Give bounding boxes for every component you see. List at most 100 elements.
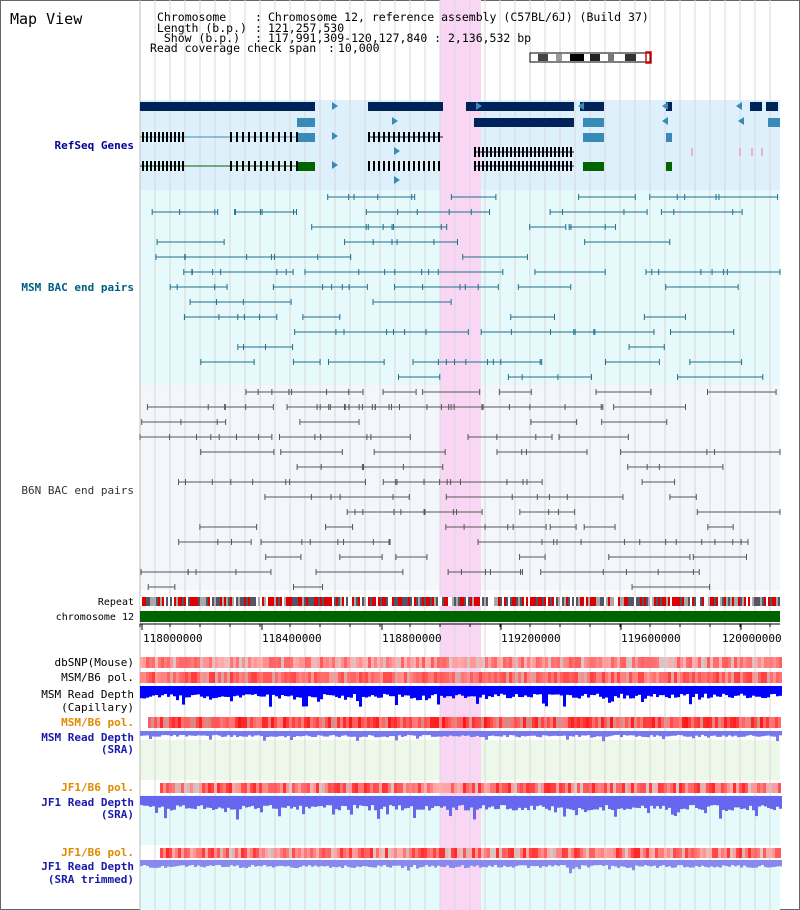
heat-cell: [238, 717, 241, 728]
heat-cell: [376, 717, 379, 728]
depth-bar: [677, 731, 680, 735]
depth-bar: [347, 731, 350, 737]
heat-cell: [451, 717, 454, 728]
heat-cell: [734, 657, 737, 668]
heat-cell: [535, 783, 538, 793]
repeat-segment: [726, 597, 728, 606]
depth-bar: [251, 686, 254, 695]
depth-bar: [764, 686, 767, 699]
depth-bar: [407, 686, 410, 696]
heat-cell: [401, 672, 404, 683]
heat-cell: [349, 783, 352, 793]
depth-bar: [698, 860, 701, 868]
depth-bar: [200, 860, 203, 867]
heat-cell: [337, 717, 340, 728]
depth-bar: [458, 686, 461, 695]
heat-cell: [742, 783, 745, 793]
depth-bar: [767, 686, 770, 698]
heat-cell: [560, 657, 563, 668]
depth-bar: [299, 860, 302, 867]
repeat-segment: [562, 597, 564, 606]
track-label-msm-bac[interactable]: MSM BAC end pairs: [21, 281, 134, 294]
depth-bar: [266, 796, 269, 806]
heat-cell: [415, 848, 418, 858]
heat-cell: [548, 672, 551, 683]
repeat-segment: [646, 597, 648, 606]
heat-cell: [301, 783, 304, 793]
heat-cell: [269, 672, 272, 683]
heat-cell: [337, 848, 340, 858]
gene-exon: [290, 132, 292, 142]
heat-cell: [593, 657, 596, 668]
repeat-segment: [424, 597, 426, 606]
heat-cell: [286, 717, 289, 728]
heat-cell: [298, 717, 301, 728]
depth-bar: [599, 796, 602, 808]
depth-bar: [689, 686, 692, 705]
heat-cell: [712, 717, 715, 728]
repeat-segment: [142, 597, 144, 606]
depth-bar: [755, 796, 758, 817]
heat-cell: [757, 783, 760, 793]
repeat-segment: [470, 597, 472, 606]
depth-bar: [578, 686, 581, 699]
heat-cell: [751, 848, 754, 858]
heat-cell: [428, 657, 431, 668]
heat-cell: [545, 672, 548, 683]
repeat-segment: [488, 597, 490, 606]
ideogram-band: [625, 54, 636, 61]
depth-bar: [680, 686, 683, 695]
heat-cell: [385, 717, 388, 728]
depth-bar: [326, 731, 329, 737]
heat-cell: [598, 848, 601, 858]
heat-cell: [295, 783, 298, 793]
heat-cell: [265, 783, 268, 793]
heat-cell: [326, 672, 329, 683]
gene-exon: [490, 161, 492, 171]
heat-cell: [427, 783, 430, 793]
depth-bar: [245, 731, 248, 737]
heat-cell: [652, 717, 655, 728]
depth-bar: [281, 860, 284, 867]
depth-bar: [692, 860, 695, 868]
heat-cell: [331, 783, 334, 793]
track-label-refseq-genes[interactable]: RefSeq Genes: [54, 139, 134, 152]
heat-cell: [761, 672, 764, 683]
depth-bar: [197, 860, 200, 866]
heat-cell: [478, 783, 481, 793]
heat-cell: [301, 717, 304, 728]
heat-cell: [722, 657, 725, 668]
gene-exon: [506, 161, 508, 171]
depth-bar: [536, 731, 539, 737]
depth-bar: [215, 731, 218, 735]
heat-cell: [493, 848, 496, 858]
repeat-segment: [174, 597, 176, 606]
depth-bar: [260, 860, 263, 867]
depth-bar: [194, 686, 197, 695]
heat-cell: [703, 717, 706, 728]
depth-bar: [149, 731, 152, 739]
heat-cell: [634, 717, 637, 728]
heat-cell: [697, 717, 700, 728]
gene-exon: [146, 161, 148, 171]
depth-bar: [197, 686, 200, 695]
depth-bar: [230, 860, 233, 866]
heat-cell: [187, 783, 190, 793]
heat-cell: [514, 783, 517, 793]
depth-bar: [749, 731, 752, 736]
depth-bar: [608, 860, 611, 870]
gene-exon: [278, 132, 280, 142]
depth-bar: [680, 860, 683, 866]
depth-bar: [371, 686, 374, 696]
depth-bar: [455, 860, 458, 867]
depth-bar: [575, 731, 578, 736]
heat-cell: [179, 657, 182, 668]
depth-bar: [194, 860, 197, 867]
repeat-segment: [214, 597, 216, 606]
gene-exon: [272, 132, 274, 142]
track-label-b6n-bac[interactable]: B6N BAC end pairs: [21, 484, 134, 497]
repeat-segment: [458, 597, 460, 606]
heat-cell: [718, 848, 721, 858]
heat-cell: [386, 672, 389, 683]
heat-cell: [536, 672, 539, 683]
